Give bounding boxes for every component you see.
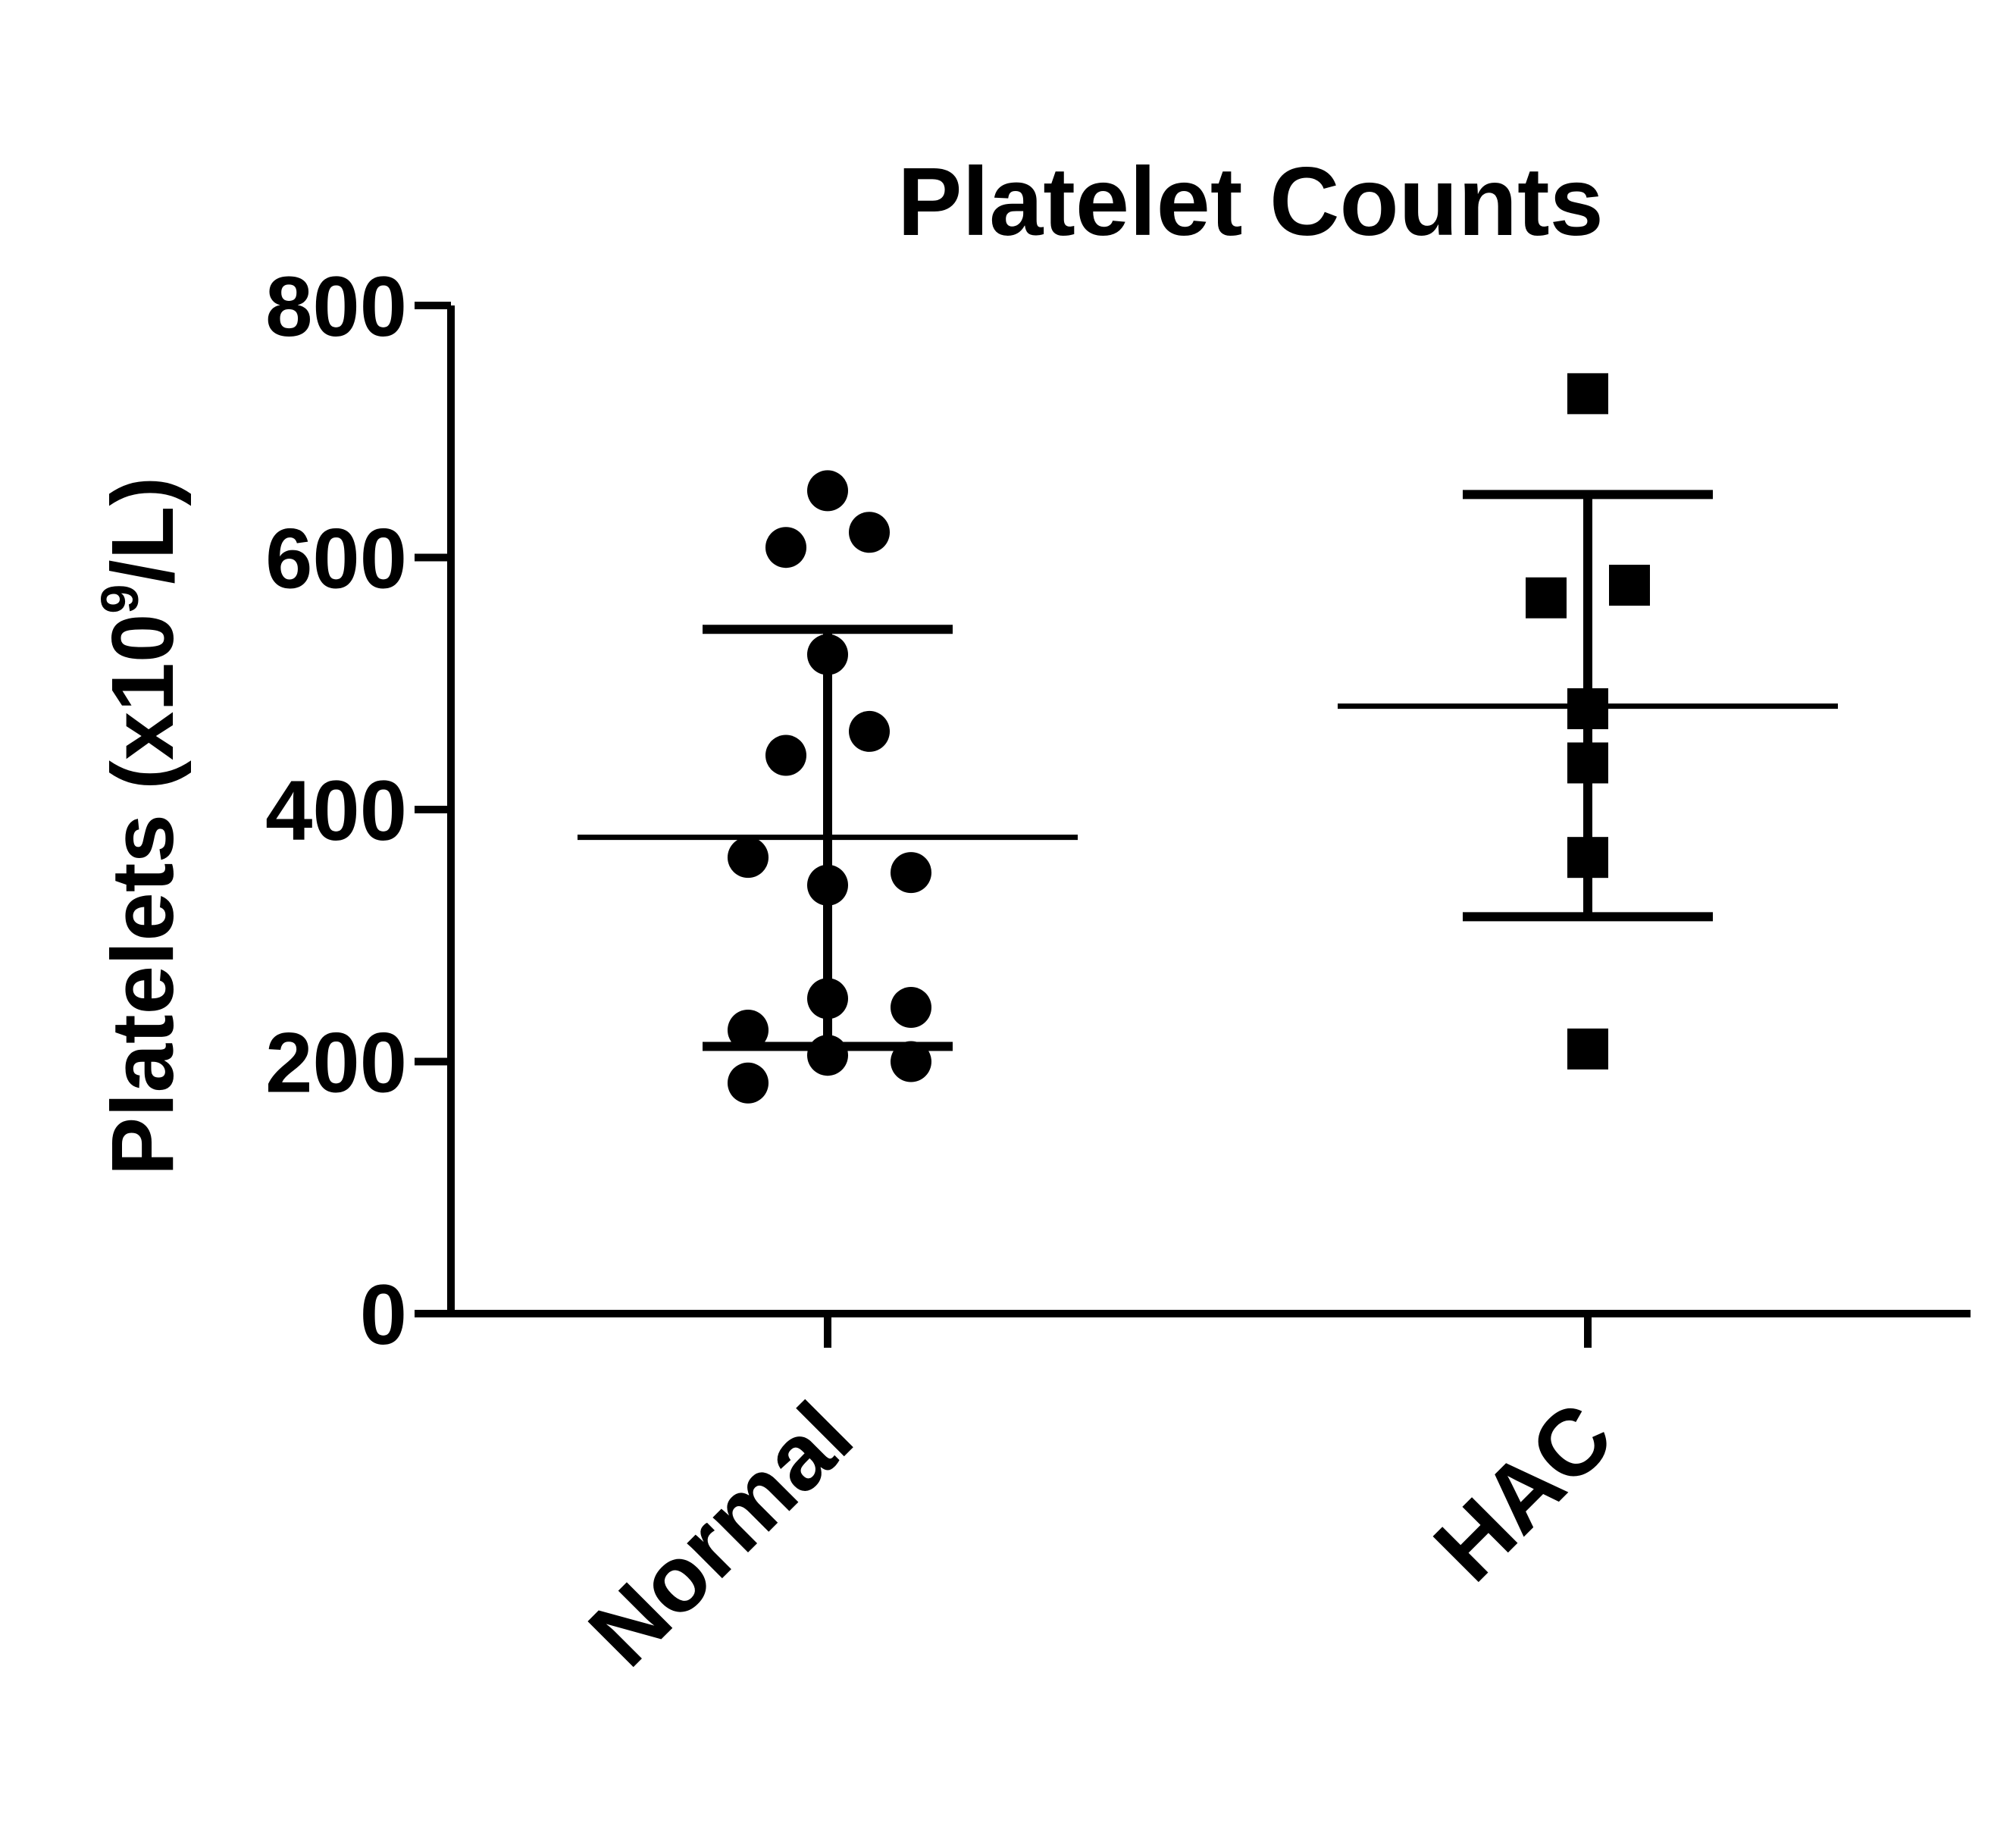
y-axis-title: Platelets (x109/L): [90, 477, 192, 1176]
y-ticks: 0 200 400 600 800: [265, 259, 451, 1362]
x-ticks: Normal HAC: [569, 1314, 1633, 1686]
axis-lines: [447, 305, 1971, 1317]
y-tick-label: 800: [265, 259, 407, 354]
data-point-normal: [728, 1009, 769, 1051]
data-point-normal: [728, 1062, 769, 1104]
data-point-hac: [1567, 1028, 1608, 1070]
y-tick-label: 600: [265, 512, 407, 606]
data-point-normal: [849, 512, 890, 553]
data-point-normal: [728, 837, 769, 879]
y-axis-title-main: Platelets (x10: [93, 614, 192, 1176]
data-point-hac: [1526, 577, 1567, 619]
data-point-normal: [891, 987, 931, 1029]
y-tick-label: 0: [360, 1267, 407, 1362]
axes: [447, 305, 1971, 1317]
data-point-hac: [1609, 565, 1650, 606]
y-tick-label: 200: [265, 1016, 407, 1110]
x-tick-label: Normal: [569, 1383, 872, 1687]
x-tick-label: HAC: [1415, 1383, 1633, 1602]
y-tick-label: 400: [265, 763, 407, 858]
data-point-hac: [1567, 373, 1608, 415]
data-point-normal: [765, 527, 806, 569]
y-axis-title-superscript: 9: [90, 584, 149, 614]
summary-lines: [578, 490, 1838, 1051]
data-point-normal: [849, 710, 890, 752]
data-point-normal: [765, 735, 806, 776]
data-point-normal: [891, 1041, 931, 1082]
data-point-normal: [807, 470, 848, 512]
data-point-normal: [891, 852, 931, 894]
svg-text:Platelets (x109/L): Platelets (x109/L): [90, 477, 192, 1176]
y-axis-title-suffix: /L): [93, 477, 192, 584]
chart-title: Platelet Counts: [897, 148, 1604, 256]
data-points: [728, 373, 1650, 1104]
